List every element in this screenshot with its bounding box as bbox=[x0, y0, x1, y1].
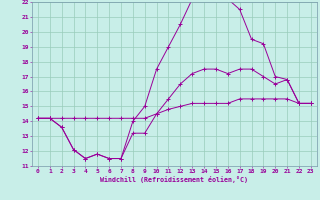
X-axis label: Windchill (Refroidissement éolien,°C): Windchill (Refroidissement éolien,°C) bbox=[100, 176, 248, 183]
